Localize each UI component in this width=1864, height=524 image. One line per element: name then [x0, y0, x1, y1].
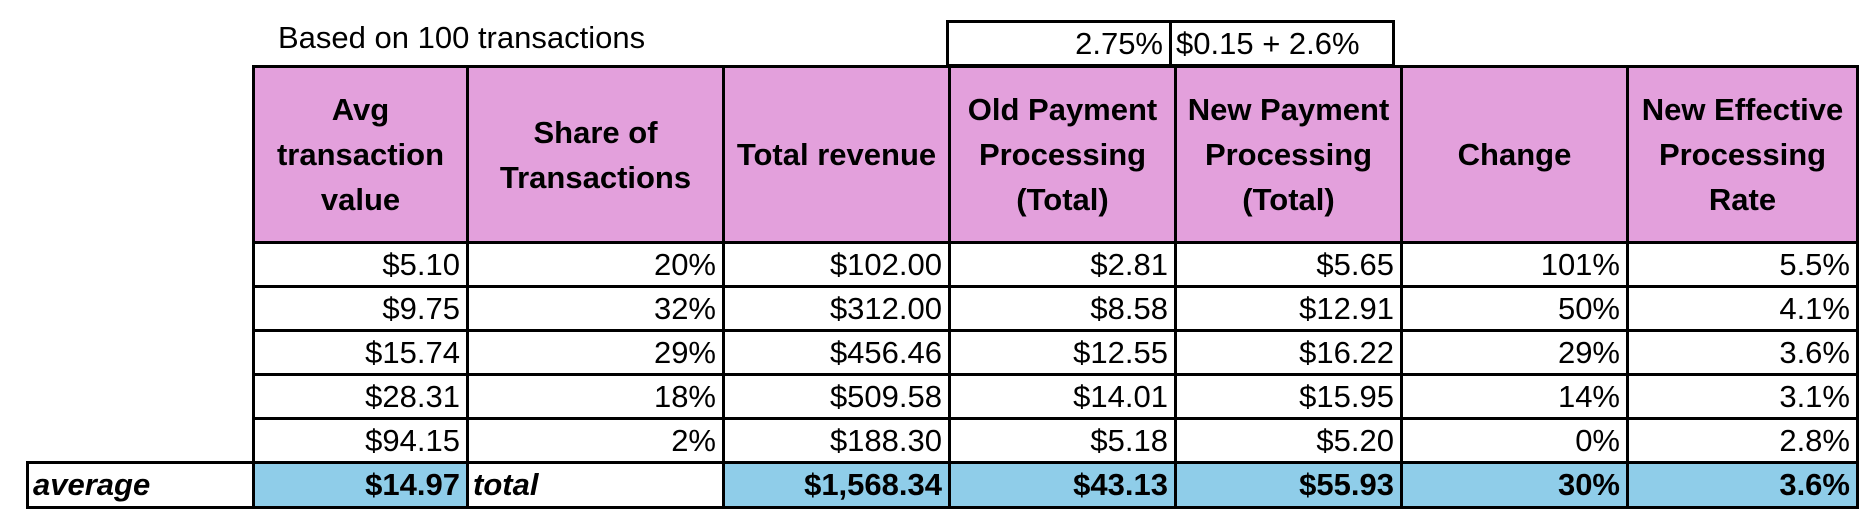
total-effective-rate[interactable]: 3.6% [1626, 461, 1859, 509]
average-label[interactable]: average [26, 461, 255, 509]
cell-effective-rate[interactable]: 2.8% [1626, 417, 1859, 464]
blank-header-cell [27, 66, 254, 243]
table-row: $9.75 32% $312.00 $8.58 $12.91 50% 4.1% [27, 285, 1859, 332]
header-share-of-transactions[interactable]: Share of Transactions [466, 65, 725, 244]
cell-change[interactable]: 14% [1400, 373, 1629, 420]
header-new-effective-processing-rate[interactable]: New Effective Processing Rate [1626, 65, 1859, 244]
transactions-note: Based on 100 transactions [278, 20, 646, 55]
header-old-payment-processing[interactable]: Old Payment Processing (Total) [948, 65, 1177, 244]
total-revenue-sum[interactable]: $1,568.34 [722, 461, 951, 509]
cell-share[interactable]: 18% [466, 373, 725, 420]
blank-cell [27, 418, 254, 463]
blank-cell [27, 374, 254, 419]
cell-new-processing[interactable]: $5.65 [1174, 241, 1403, 288]
cell-effective-rate[interactable]: 5.5% [1626, 241, 1859, 288]
cell-change[interactable]: 29% [1400, 329, 1629, 376]
blank-cell [27, 242, 254, 287]
table-row: $94.15 2% $188.30 $5.18 $5.20 0% 2.8% [27, 417, 1859, 464]
cell-change[interactable]: 50% [1400, 285, 1629, 332]
header-new-payment-processing[interactable]: New Payment Processing (Total) [1174, 65, 1403, 244]
rate-assumptions: 2.75% $0.15 + 2.6% [946, 20, 1395, 67]
cell-old-processing[interactable]: $14.01 [948, 373, 1177, 420]
cell-effective-rate[interactable]: 3.1% [1626, 373, 1859, 420]
cell-effective-rate[interactable]: 3.6% [1626, 329, 1859, 376]
cell-effective-rate[interactable]: 4.1% [1626, 285, 1859, 332]
cell-old-processing[interactable]: $2.81 [948, 241, 1177, 288]
header-row: Avg transaction value Share of Transacti… [27, 65, 1859, 244]
cell-total-revenue[interactable]: $102.00 [722, 241, 951, 288]
cell-total-revenue[interactable]: $188.30 [722, 417, 951, 464]
cell-avg-value[interactable]: $5.10 [252, 241, 469, 288]
cell-new-processing[interactable]: $15.95 [1174, 373, 1403, 420]
old-rate-cell[interactable]: 2.75% [946, 20, 1172, 67]
cell-share[interactable]: 2% [466, 417, 725, 464]
totals-row: average $14.97 total $1,568.34 $43.13 $5… [26, 461, 1859, 509]
total-change[interactable]: 30% [1400, 461, 1629, 509]
cell-new-processing[interactable]: $16.22 [1174, 329, 1403, 376]
total-label[interactable]: total [466, 461, 725, 509]
cell-avg-value[interactable]: $9.75 [252, 285, 469, 332]
table-row: $28.31 18% $509.58 $14.01 $15.95 14% 3.1… [27, 373, 1859, 420]
cell-share[interactable]: 32% [466, 285, 725, 332]
cell-avg-value[interactable]: $15.74 [252, 329, 469, 376]
blank-cell [27, 330, 254, 375]
cell-new-processing[interactable]: $12.91 [1174, 285, 1403, 332]
header-change[interactable]: Change [1400, 65, 1629, 244]
blank-cell [27, 286, 254, 331]
table-row: $5.10 20% $102.00 $2.81 $5.65 101% 5.5% [27, 241, 1859, 288]
new-processing-sum[interactable]: $55.93 [1174, 461, 1403, 509]
cell-avg-value[interactable]: $28.31 [252, 373, 469, 420]
cell-share[interactable]: 29% [466, 329, 725, 376]
old-processing-sum[interactable]: $43.13 [948, 461, 1177, 509]
cell-change[interactable]: 101% [1400, 241, 1629, 288]
cell-total-revenue[interactable]: $456.46 [722, 329, 951, 376]
cell-change[interactable]: 0% [1400, 417, 1629, 464]
cell-old-processing[interactable]: $12.55 [948, 329, 1177, 376]
average-value[interactable]: $14.97 [252, 461, 469, 509]
new-rate-cell[interactable]: $0.15 + 2.6% [1169, 20, 1395, 67]
cell-total-revenue[interactable]: $312.00 [722, 285, 951, 332]
header-total-revenue[interactable]: Total revenue [722, 65, 951, 244]
cell-share[interactable]: 20% [466, 241, 725, 288]
cell-total-revenue[interactable]: $509.58 [722, 373, 951, 420]
cell-old-processing[interactable]: $5.18 [948, 417, 1177, 464]
cell-avg-value[interactable]: $94.15 [252, 417, 469, 464]
cell-old-processing[interactable]: $8.58 [948, 285, 1177, 332]
table-row: $15.74 29% $456.46 $12.55 $16.22 29% 3.6… [27, 329, 1859, 376]
processing-fee-table: Avg transaction value Share of Transacti… [26, 65, 1859, 509]
cell-new-processing[interactable]: $5.20 [1174, 417, 1403, 464]
header-avg-transaction-value[interactable]: Avg transaction value [252, 65, 469, 244]
